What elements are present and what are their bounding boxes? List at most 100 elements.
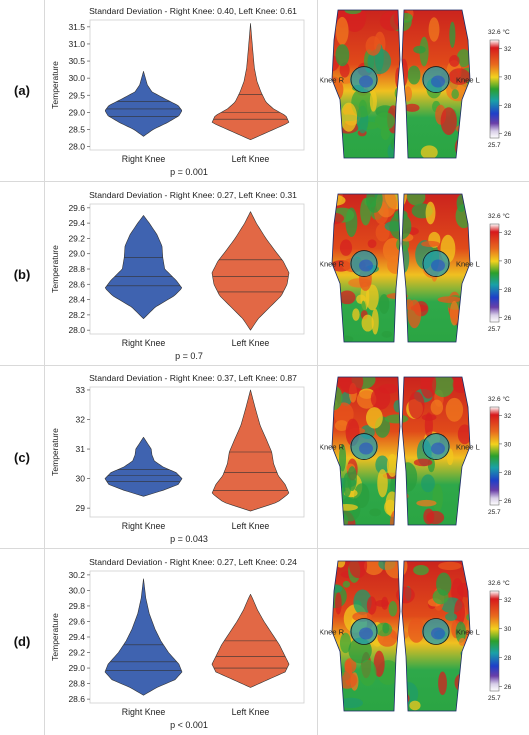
thermal-cool-spot: [431, 259, 445, 272]
thermal-blotch: [354, 483, 370, 508]
thermal-blotch: [337, 671, 358, 689]
thermal-blotch: [454, 599, 466, 626]
thermal-blotch: [420, 145, 438, 158]
thermal-cool-spot: [359, 442, 373, 455]
colorbar-tick-label: 26: [504, 684, 512, 691]
thermal-blotch: [377, 469, 388, 498]
thermal-blotch: [409, 700, 421, 711]
thermal-blotch: [365, 36, 381, 56]
thermal-blotch: [379, 11, 404, 31]
thermal-blotch: [407, 299, 422, 329]
thermal-blotch: [398, 12, 413, 23]
knee-left-roi: [422, 250, 450, 277]
thermal-blotch: [335, 592, 342, 615]
knee-right-roi: [350, 433, 378, 460]
colorbar-tick-label: 32: [504, 413, 512, 420]
y-tick-label: 28.8: [68, 679, 85, 689]
thermal-blotch: [375, 599, 389, 607]
thermal-blotch: [332, 212, 345, 225]
thermal-blotch: [373, 650, 385, 677]
thermal-blotch: [454, 673, 470, 692]
x-tick-label: Left Knee: [232, 521, 270, 531]
knee-left-roi: [422, 618, 450, 645]
violin-plot-panel: Standard Deviation - Right Knee: 0.40, L…: [50, 6, 305, 177]
row-label: (a): [14, 83, 30, 98]
thermal-blotch: [388, 601, 398, 617]
knee-right-label: Knee R: [320, 260, 345, 269]
p-value: p = 0.7: [175, 351, 203, 361]
colorbar-tick-label: 26: [504, 315, 512, 322]
y-tick-label: 31: [76, 444, 86, 454]
thermal-image-panel: Knee R Knee L 32.6 °C 25.7 32 30 28 26: [320, 376, 512, 526]
chart-title: Standard Deviation - Right Knee: 0.27, L…: [89, 190, 297, 200]
thermal-blotch: [398, 462, 418, 492]
thermal-blotch: [416, 499, 437, 507]
thermal-blotch: [423, 508, 435, 525]
thermal-blotch: [438, 671, 447, 696]
thermal-blotch: [339, 443, 347, 472]
row-label: (d): [13, 634, 31, 649]
row-divider: [0, 365, 529, 366]
thermal-blotch: [365, 284, 379, 311]
violin-plot-panel: Standard Deviation - Right Knee: 0.27, L…: [50, 190, 305, 361]
knee-right-label: Knee R: [320, 628, 345, 637]
thermal-blotch: [359, 659, 377, 687]
y-tick-label: 28.6: [68, 279, 85, 289]
thermal-blotch: [340, 102, 358, 132]
y-tick-label: 29.2: [68, 648, 85, 658]
x-tick-label: Right Knee: [122, 154, 166, 164]
thermal-blotch: [342, 580, 351, 588]
thermal-blotch: [449, 55, 460, 67]
chart-title: Standard Deviation - Right Knee: 0.27, L…: [89, 557, 297, 567]
thermal-blotch: [339, 697, 363, 709]
thermal-blotch: [459, 691, 470, 699]
y-tick-label: 29.0: [68, 663, 85, 673]
colorbar-tick-label: 28: [504, 655, 512, 662]
thermal-blotch: [338, 290, 356, 305]
colorbar-tick-label: 32: [504, 230, 512, 237]
leg-outline: [331, 560, 471, 712]
colorbar-min-label: 25.7: [488, 509, 501, 516]
thermal-blotch: [457, 424, 470, 445]
thermal-blotch: [335, 44, 350, 67]
thermal-blotch: [460, 679, 470, 699]
colorbar: [489, 590, 500, 692]
thermal-blotch: [437, 296, 461, 303]
x-tick-label: Right Knee: [122, 521, 166, 531]
violin-right-knee: [104, 578, 183, 696]
y-tick-label: 29: [76, 503, 86, 513]
chart-title: Standard Deviation - Right Knee: 0.37, L…: [89, 373, 297, 383]
y-tick-label: 29.2: [68, 233, 85, 243]
thermal-blotch: [413, 45, 426, 54]
thermal-blotch: [332, 54, 340, 72]
thermal-blotch: [382, 622, 390, 634]
thermal-blotch: [371, 308, 379, 335]
thermal-blotch: [349, 561, 368, 579]
y-tick-label: 30.0: [68, 73, 85, 83]
y-tick-label: 28.2: [68, 310, 85, 320]
thermal-blotch: [456, 507, 470, 525]
thermal-blotch: [413, 565, 429, 576]
y-tick-label: 28.8: [68, 264, 85, 274]
thermal-blotch: [464, 96, 470, 119]
thermal-blotch: [456, 323, 468, 333]
thermal-blotch: [347, 466, 357, 492]
y-tick-label: 31.5: [68, 22, 85, 32]
colorbar-max-label: 32.6 °C: [488, 28, 510, 36]
row-divider: [0, 548, 529, 549]
column-divider: [44, 0, 45, 735]
y-axis-label: Temperature: [50, 245, 60, 293]
colorbar: [489, 39, 500, 139]
thermal-blotch: [425, 201, 436, 225]
y-tick-label: 29.0: [68, 249, 85, 259]
thermal-blotch: [432, 377, 455, 398]
x-tick-label: Right Knee: [122, 707, 166, 717]
colorbar-max-label: 32.6 °C: [488, 212, 510, 220]
thermal-blotch: [408, 391, 425, 419]
thermal-blotch: [465, 513, 470, 525]
thermal-blotch: [335, 503, 358, 511]
column-divider: [317, 0, 318, 735]
violin-plot-panel: Standard Deviation - Right Knee: 0.27, L…: [50, 557, 305, 730]
thermal-blotch: [393, 400, 403, 413]
colorbar-tick-label: 30: [504, 74, 512, 81]
